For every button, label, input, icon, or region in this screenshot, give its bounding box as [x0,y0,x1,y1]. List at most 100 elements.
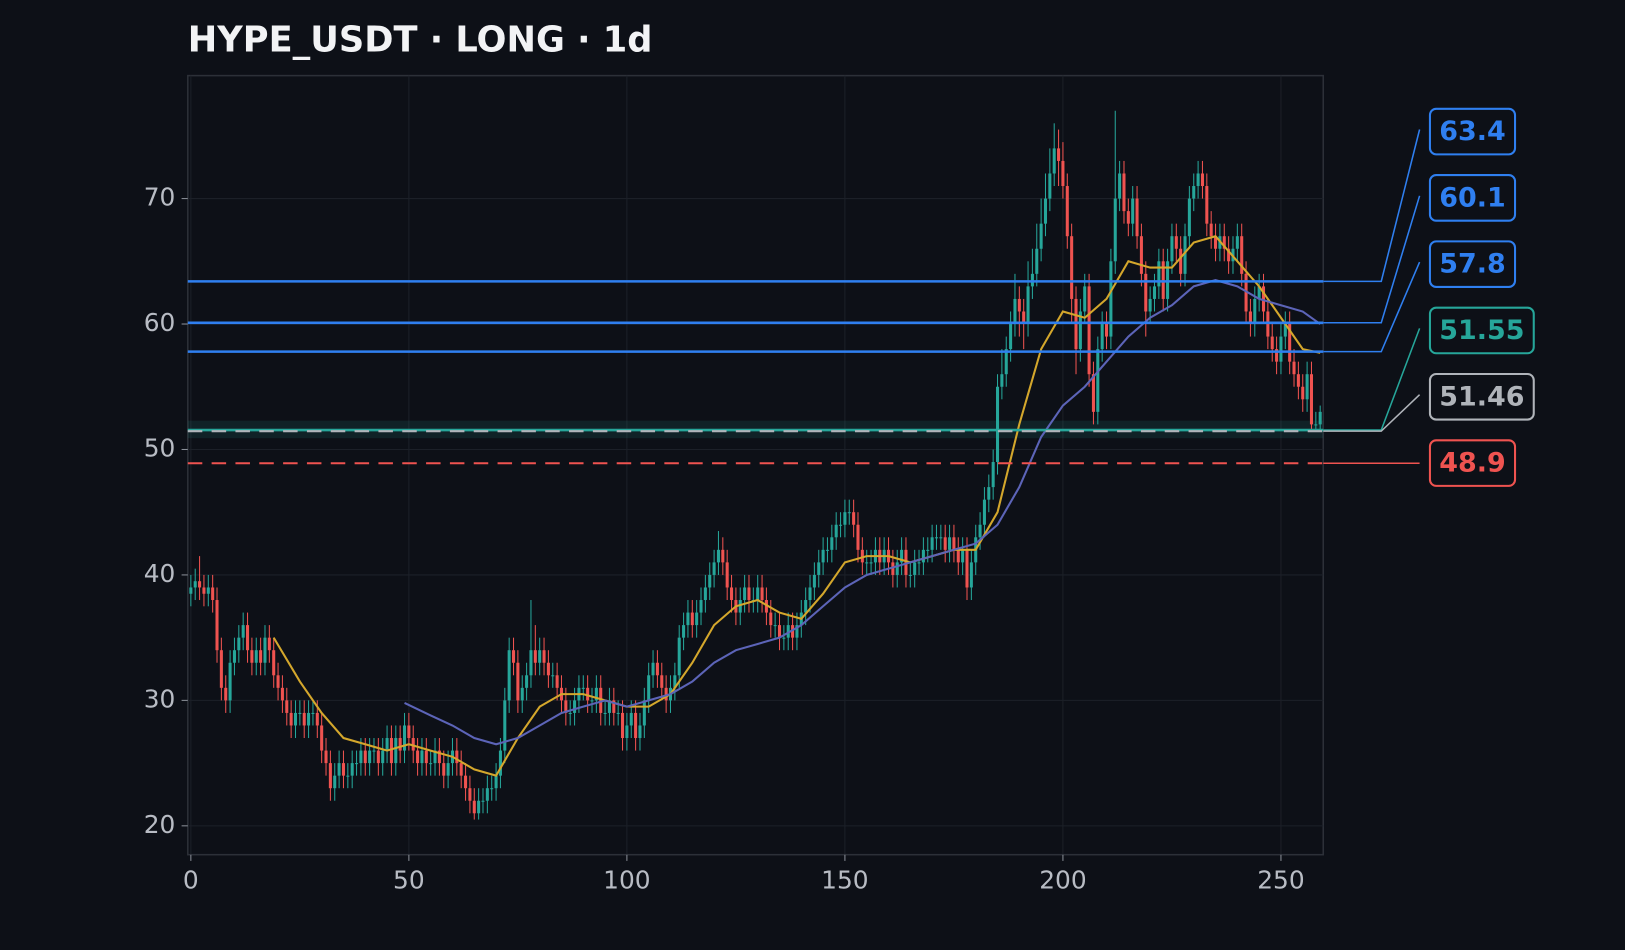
level-label: 60.1 [1428,174,1517,222]
chart-title: HYPE_USDT · LONG · 1d [188,19,653,60]
candle-body [359,750,363,764]
candle-body [1144,273,1148,312]
candle-body [782,637,786,639]
candle-body [355,763,359,765]
candle-body [1083,286,1087,312]
candle-body [1070,236,1074,299]
candle-body [930,537,934,550]
candle-body [472,800,476,814]
candle-body [969,562,973,588]
candle-body [725,562,729,588]
candle-body [1017,298,1021,312]
level-label-text: 51.46 [1439,381,1524,412]
candle-body [211,587,215,601]
candle-body [1148,298,1152,312]
candle-body [315,712,319,726]
level-label-text: 48.9 [1439,448,1505,479]
candle-body [193,581,197,588]
candle-body [215,600,219,651]
candle-body [464,775,468,789]
candle-body [542,650,546,663]
candle-body [1152,286,1157,299]
candle-body [995,386,1000,463]
candle-body [389,738,393,764]
level-label-box [1428,107,1517,156]
x-tick-label: 150 [821,866,868,895]
candle-body [411,738,415,751]
candle-body [437,750,441,764]
candle-body [564,700,568,713]
candle-body [1179,248,1183,274]
candle-body [241,625,245,638]
candle-body [1061,160,1065,187]
candle-body [791,625,795,638]
candle-body [1183,236,1187,274]
candle-body [503,700,507,751]
candle-body [1187,198,1191,237]
candle-body [302,712,306,726]
candle-body [407,725,411,739]
level-label-box [1428,174,1517,222]
candle-body [363,750,367,764]
level-label: 48.9 [1428,439,1517,487]
candle-body [913,562,917,575]
candle-body [895,562,899,575]
candle-body [1109,261,1113,337]
candle-body [1135,198,1139,237]
candle-body [581,687,585,689]
candle-body [1275,349,1279,362]
candle-body [219,650,223,688]
candle-body [1253,298,1257,325]
candle-body [786,625,790,638]
candle-body [1118,173,1122,199]
candle-body [311,712,315,714]
level-label: 63.4 [1428,107,1517,156]
candle-body [830,537,834,550]
candle-body [433,750,437,764]
candle-body [1048,173,1052,199]
level-label-text: 57.8 [1439,249,1505,280]
candle-body [1209,223,1213,237]
candle-body [743,587,747,601]
candle-body [634,712,638,739]
candle-body [455,750,459,764]
candle-body [747,587,751,601]
candle-body [198,581,202,588]
candle-body [529,650,533,676]
candle-body [1013,298,1017,325]
candle-body [808,587,812,601]
candle-body [1244,273,1248,312]
candle-body [682,625,686,638]
candle-body [948,537,952,550]
candle-body [533,650,537,663]
candle-body [416,750,420,764]
level-label-box [1428,240,1517,289]
candle-body [764,600,768,613]
candle-body [494,775,498,789]
level-label-text: 63.4 [1439,116,1505,147]
candle-body [586,687,590,701]
candle-body [943,537,947,550]
level-label-text: 51.55 [1439,315,1524,346]
candle-body [721,549,725,563]
candle-body [1100,324,1104,350]
candle-body [817,562,821,575]
candle-body [1052,148,1056,174]
candle-body [333,775,337,789]
level-label-box [1428,306,1535,355]
candle-body [1009,324,1013,350]
candle-body [1296,374,1300,387]
candle-body [1214,236,1218,249]
candle-body [607,700,611,713]
candle-body [1087,286,1091,375]
candle-body [254,650,258,663]
candle-body [429,763,433,765]
candle-body [516,662,520,701]
level-label: 51.46 [1428,372,1535,421]
candle-body [1078,311,1082,350]
candle-body [1301,386,1305,400]
label-connector [1323,129,1421,283]
candle-body [839,524,843,526]
candle-body [712,562,716,575]
